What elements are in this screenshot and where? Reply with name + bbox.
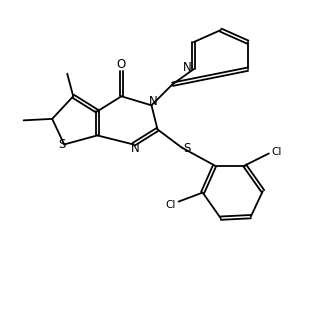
Text: Cl: Cl	[165, 200, 175, 210]
Text: O: O	[117, 58, 126, 71]
Text: N: N	[183, 61, 192, 74]
Text: S: S	[183, 142, 191, 155]
Text: N: N	[130, 142, 139, 155]
Text: N: N	[149, 95, 158, 108]
Text: S: S	[58, 138, 66, 151]
Text: Cl: Cl	[272, 147, 282, 157]
